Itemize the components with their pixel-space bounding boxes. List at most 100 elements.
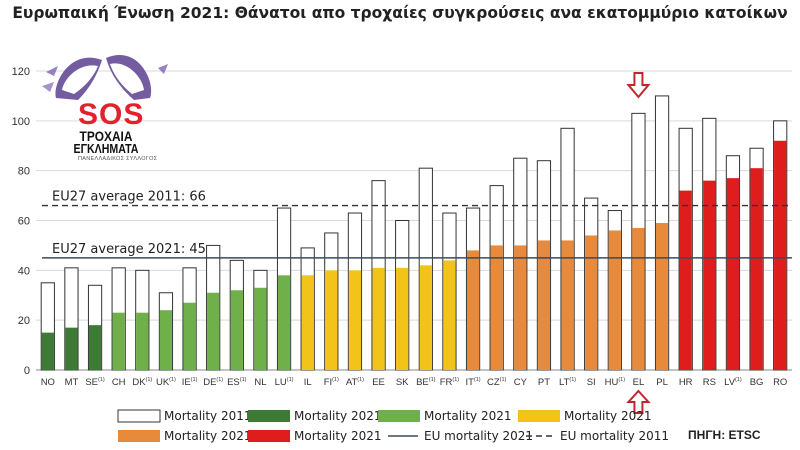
x-tick-label: DK(1) [132, 377, 152, 388]
bar-2021-hu [608, 230, 621, 370]
bar-2021-pt [537, 240, 551, 370]
x-tick-label: FI(1) [324, 377, 339, 388]
bar-2021-es [230, 290, 243, 370]
x-tick-label: CY [514, 377, 528, 388]
legend-swatch-orange [118, 430, 160, 442]
legend-swatch-dark_green [248, 410, 290, 422]
bar-2021-lu [277, 275, 291, 370]
ref-line-label: EU27 average 2011: 66 [52, 190, 206, 205]
bar-2021-de [207, 292, 220, 370]
bar-2021-be [419, 265, 432, 370]
highlight-arrows [626, 72, 651, 414]
legend-swatch-light_green [378, 410, 420, 422]
bars [40, 95, 788, 371]
x-tick-label: SK [396, 377, 409, 388]
x-tick-label: MT [65, 377, 79, 388]
bar-2021-lv [726, 178, 740, 370]
bar-2021-ro [774, 140, 787, 370]
bar-2021-pl [655, 222, 669, 370]
bar-2021-nl [254, 287, 267, 370]
legend-swatch-2011 [117, 409, 161, 423]
y-tick-label: 20 [18, 315, 30, 327]
bar-2021-ie [183, 302, 196, 370]
legend-swatch-yellow [518, 410, 560, 422]
bar-2021-si [585, 235, 598, 370]
y-tick-label: 120 [12, 66, 30, 78]
chart-title: Ευρωπαική Ένωση 2021: Θάνατοι απο τροχαί… [12, 4, 788, 22]
legend-label: Mortality 2021 [164, 429, 252, 443]
legend-label: Mortality 2021 [424, 409, 512, 423]
x-axis: NO MT SE(1) CH DK(1) UK(1) IE(1) DE(1) ES(1) NL LU… [41, 377, 788, 388]
bar-2021-no [41, 332, 54, 370]
bar-2021-ee [372, 267, 385, 370]
x-tick-label: LU(1) [275, 377, 294, 388]
y-tick-label: 0 [24, 365, 30, 377]
bar-2021-el [632, 227, 645, 370]
bar-2021-fi [325, 270, 338, 370]
x-tick-label: CZ(1) [487, 377, 507, 388]
x-tick-label: HR [679, 377, 693, 388]
x-tick-label: SI [587, 377, 596, 388]
bar-2021-bg [750, 168, 763, 370]
y-tick-label: 80 [18, 166, 30, 178]
x-tick-label: AT(1) [346, 377, 364, 388]
bar-2021-sk [396, 267, 409, 370]
bar-2021-at [348, 270, 362, 370]
x-tick-label: RO [773, 377, 787, 388]
bar-2021-it [466, 250, 480, 370]
legend: Mortality 2011 Mortality 2021 Mortality 20… [117, 409, 669, 443]
x-tick-label: DE(1) [203, 377, 223, 388]
y-axis: 0 20 40 60 80 100 120 [12, 66, 792, 377]
x-tick-label: NO [41, 377, 55, 388]
y-tick-label: 100 [12, 116, 30, 128]
x-tick-label: RS [703, 377, 716, 388]
bar-2021-ch [112, 312, 125, 370]
y-tick-label: 60 [18, 216, 30, 228]
x-tick-label: BE(1) [416, 377, 436, 388]
x-tick-label: PL [656, 377, 668, 388]
ref-line-label: EU27 average 2021: 45 [52, 242, 206, 257]
legend-label: Mortality 2021 [564, 409, 652, 423]
y-tick-label: 40 [18, 265, 30, 277]
bar-2021-il [301, 275, 314, 370]
legend-swatch-red [248, 430, 290, 442]
x-tick-label: PT [538, 377, 550, 388]
x-tick-label: CH [112, 377, 126, 388]
bar-2021-hr [679, 190, 692, 370]
x-tick-label: LT(1) [559, 377, 576, 388]
bar-2021-se [88, 325, 102, 370]
logo-sos-text: SOS [78, 98, 145, 131]
x-tick-label: FR(1) [440, 377, 460, 388]
bar-2021-rs [703, 180, 716, 370]
x-tick-label: IL [304, 377, 312, 388]
bar-2021-uk [159, 310, 173, 370]
legend-label: Mortality 2011 [164, 409, 252, 423]
x-tick-label: SE(1) [85, 377, 105, 388]
x-tick-label: LV(1) [724, 377, 742, 388]
logo-line-2: ΕΓΚΛΗΜΑΤΑ [73, 142, 139, 156]
bar-2021-dk [136, 312, 149, 370]
legend-label: EU mortality 2011 [560, 429, 669, 443]
x-tick-label: NL [254, 377, 266, 388]
logo-line-3: ΠΑΝΕΛΛΑΔΙΚΟΣ ΣΥΛΛΟΓΟΣ [78, 156, 158, 162]
source-label: ΠΗΓΗ: ETSC [688, 428, 761, 442]
bar-2021-cy [514, 245, 527, 370]
x-tick-label: HU(1) [605, 377, 626, 388]
bar-2021-fr [443, 260, 456, 370]
x-tick-label: UK(1) [156, 377, 176, 388]
sos-logo [40, 38, 170, 168]
logo-line-1: ΤΡΟΧΑΙΑ [79, 128, 133, 144]
x-tick-label: IT(1) [465, 377, 480, 388]
butterfly-logo-icon [42, 54, 168, 100]
legend-label: Mortality 2021 [294, 409, 382, 423]
bar-2021-lt [561, 240, 574, 370]
down-arrow-icon [626, 72, 651, 99]
bar-2021-mt [65, 327, 78, 370]
x-tick-label: BG [750, 377, 764, 388]
up-arrow-icon [626, 389, 651, 414]
x-tick-label: ES(1) [227, 377, 247, 388]
x-tick-label: IE(1) [182, 377, 198, 388]
bar-2021-cz [490, 245, 503, 370]
reference-lines: EU27 average 2021: 45 EU27 average 2011: … [42, 190, 792, 259]
